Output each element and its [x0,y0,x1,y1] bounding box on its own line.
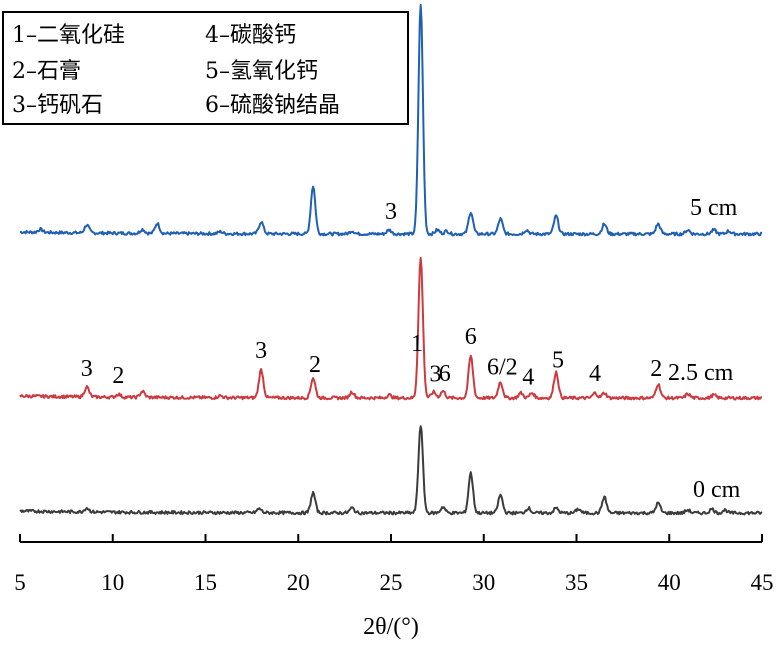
peak-label: 4 [589,361,601,387]
legend-entry: 3–钙矾石 [12,93,103,118]
curves-layer [19,3,763,516]
curve-labels-layer: 5 cm 2.5 cm 0 cm [668,195,741,503]
x-tick-label: 20 [287,570,310,595]
legend-entry: 4–碳酸钙 [205,23,296,48]
x-tick-label: 25 [380,570,403,595]
series-label: 0 cm [693,477,741,503]
peak-label: 6 [439,361,451,387]
peak-label: 3 [430,362,442,388]
x-tick-label: 5 [14,570,26,595]
peak-label: 4 [522,365,534,391]
peak-label: 3 [81,356,93,382]
peak-label: 6/2 [487,355,518,381]
series-label: 2.5 cm [668,360,734,386]
peak-label: 5 [552,348,564,374]
peak-label: 2 [309,352,321,378]
legend-box [2,11,409,125]
legend-entry: 5–氢氧化钙 [205,59,318,84]
series-line-0-cm [19,425,763,516]
legend-entry: 1–二氧化硅 [12,23,125,48]
peak-label: 2 [112,363,124,389]
peak-label: 2 [650,356,662,382]
x-ticks: 5 10 15 20 25 30 35 40 45 [14,534,774,595]
peak-label: 3 [385,199,397,225]
x-tick-label: 15 [194,570,217,595]
x-tick-label: 35 [565,570,588,595]
x-axis-label: 2θ/(°) [363,614,419,640]
series-line-2-5-cm [19,256,763,401]
peak-label: 3 [255,338,267,364]
peak-label: 1 [411,331,423,357]
series-line-5-cm [19,3,763,237]
series-label: 5 cm [690,195,738,221]
legend: 1–二氧化硅 2–石膏 3–钙矾石 4–碳酸钙 5–氢氧化钙 6–硫酸钠结晶 [2,11,409,125]
x-tick-label: 45 [751,570,774,595]
x-tick-label: 10 [101,570,124,595]
x-tick-label: 40 [658,570,681,595]
legend-entry: 2–石膏 [12,59,81,84]
peak-label: 6 [465,324,477,350]
x-tick-label: 30 [472,570,495,595]
legend-entry: 6–硫酸钠结晶 [205,93,340,118]
